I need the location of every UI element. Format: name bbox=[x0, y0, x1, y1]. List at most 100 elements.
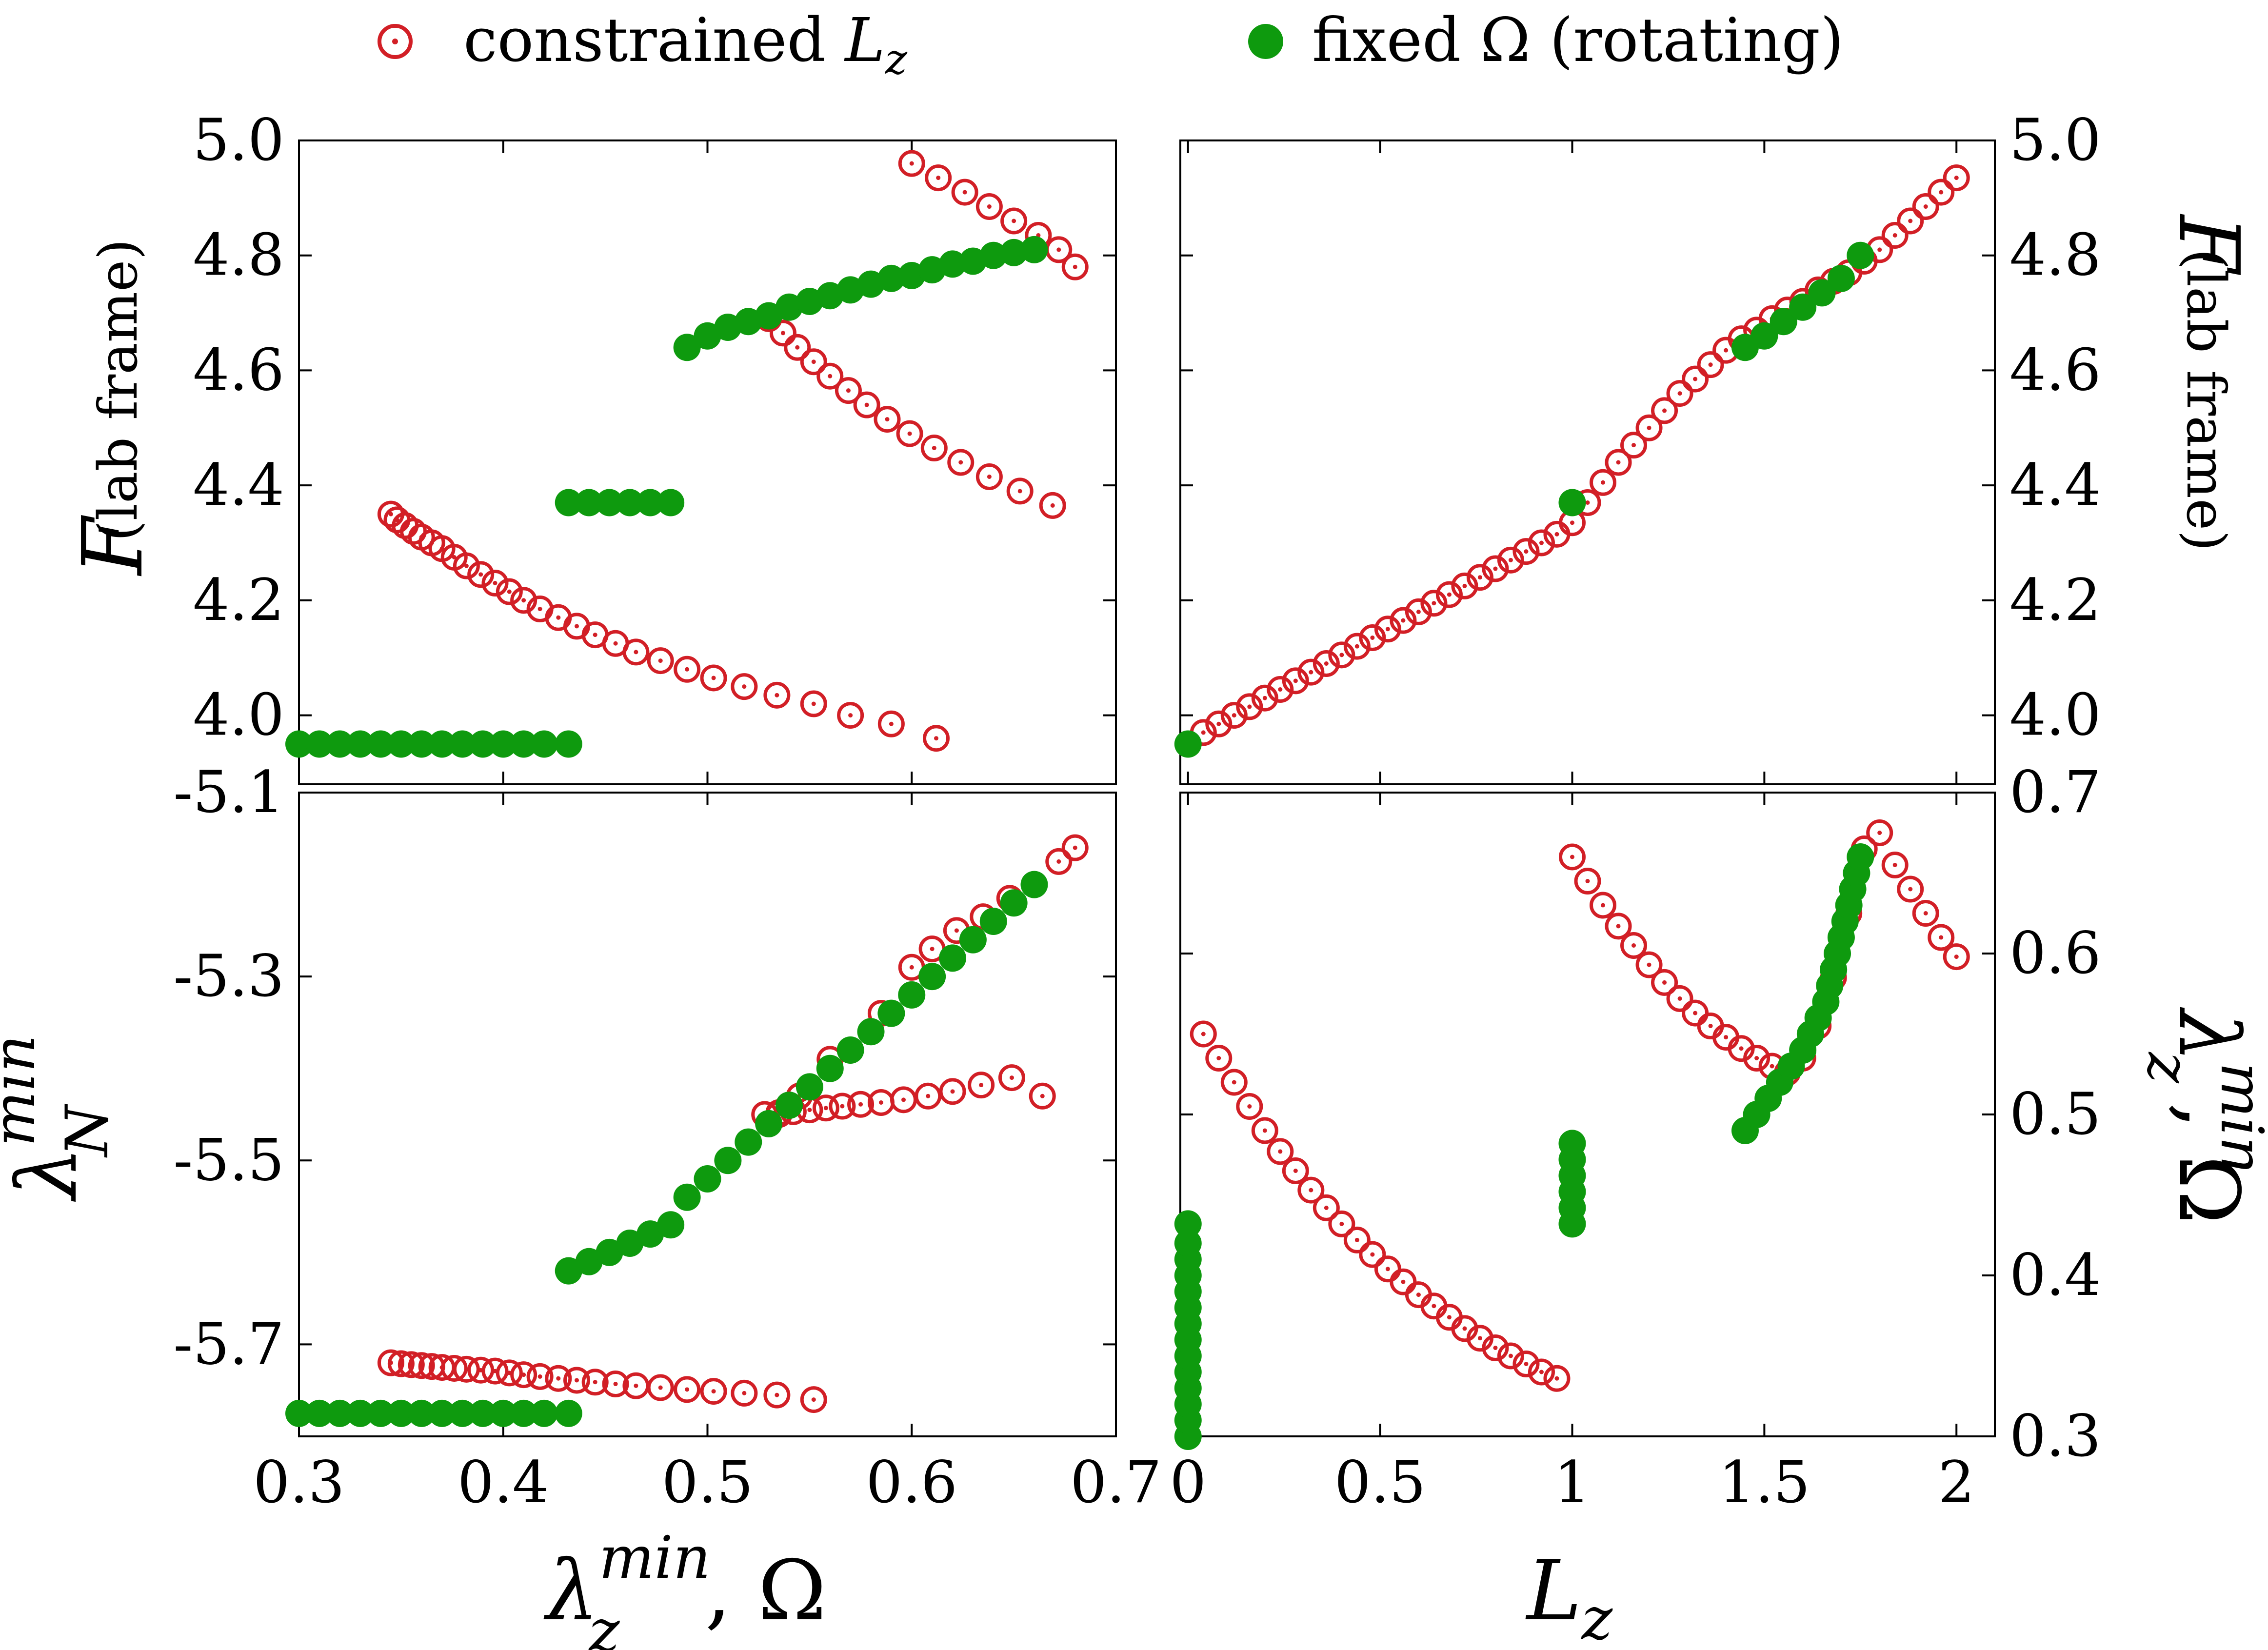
fixed-point bbox=[489, 730, 517, 758]
fixed-point bbox=[346, 1399, 374, 1427]
constrained-point-dot bbox=[878, 1100, 883, 1105]
x-tick-label: 0 bbox=[1170, 1449, 1206, 1516]
constrained-point-dot bbox=[1524, 1362, 1529, 1366]
y-tick-label: 4.8 bbox=[2009, 221, 2101, 289]
fixed-point bbox=[1174, 1210, 1202, 1238]
constrained-point-dot bbox=[452, 555, 457, 559]
constrained-point bbox=[1928, 924, 1955, 951]
constrained-point bbox=[1482, 555, 1509, 582]
constrained-point bbox=[800, 348, 827, 376]
constrained-point-dot bbox=[1877, 831, 1882, 835]
constrained-point-dot bbox=[950, 1089, 955, 1094]
y-tick-label: 0.3 bbox=[2009, 1402, 2101, 1470]
constrained-point bbox=[1313, 650, 1340, 677]
constrained-point bbox=[1420, 590, 1448, 617]
constrained-point bbox=[951, 179, 978, 206]
constrained-point-dot bbox=[811, 701, 816, 706]
fixed-point bbox=[836, 1036, 864, 1064]
constrained-point-dot bbox=[1009, 1075, 1014, 1080]
fixed-point bbox=[1847, 241, 1874, 269]
constrained-point-dot bbox=[987, 204, 992, 209]
constrained-point bbox=[1543, 1365, 1571, 1392]
x-label-left-sub: z bbox=[588, 1597, 620, 1650]
y-tick-label: 4.0 bbox=[2009, 681, 2101, 749]
constrained-point-dot bbox=[1385, 1267, 1390, 1272]
constrained-point bbox=[1313, 1194, 1340, 1221]
fixed-point bbox=[1174, 730, 1202, 758]
fixed-point bbox=[776, 1092, 803, 1119]
constrained-point bbox=[467, 561, 495, 588]
constrained-point-dot bbox=[1012, 219, 1016, 223]
constrained-point-dot bbox=[1524, 549, 1529, 554]
constrained-point-dot bbox=[1539, 540, 1544, 545]
constrained-point-dot bbox=[811, 359, 816, 364]
x-label-right-sub: z bbox=[1581, 1585, 1613, 1650]
fixed-point bbox=[1789, 293, 1817, 321]
constrained-point bbox=[920, 435, 948, 462]
constrained-point-dot bbox=[885, 417, 890, 422]
constrained-point-dot bbox=[1401, 1279, 1406, 1284]
constrained-point bbox=[622, 638, 650, 666]
constrained-point-dot bbox=[1056, 859, 1061, 864]
x-label-left-sup: min bbox=[599, 1524, 711, 1592]
fixed-point bbox=[1770, 308, 1797, 336]
constrained-point bbox=[1943, 943, 1970, 971]
fixed-point bbox=[898, 981, 926, 1009]
fixed-point bbox=[979, 908, 1007, 935]
fixed-point bbox=[408, 730, 436, 758]
fixed-point bbox=[1020, 871, 1048, 898]
legend-constrained-symbol: L bbox=[844, 5, 885, 76]
constrained-point bbox=[700, 1378, 727, 1405]
constrained-point bbox=[1435, 581, 1463, 608]
constrained-point bbox=[1881, 852, 1909, 878]
constrained-point-dot bbox=[685, 1387, 690, 1392]
constrained-point bbox=[1512, 1351, 1540, 1377]
constrained-point-dot bbox=[1050, 503, 1055, 508]
constrained-point bbox=[731, 1379, 758, 1407]
constrained-point bbox=[731, 673, 758, 700]
constrained-point-dot bbox=[962, 190, 967, 195]
panel-bottom-right-frame bbox=[1179, 792, 1996, 1437]
constrained-point-dot bbox=[1647, 425, 1651, 430]
y-label-bottom-left: λminN bbox=[0, 1034, 121, 1202]
constrained-point bbox=[1251, 684, 1278, 712]
constrained-point bbox=[816, 362, 844, 390]
constrained-point bbox=[526, 1363, 554, 1390]
constrained-point-dot bbox=[1585, 500, 1590, 505]
svg-text:λminN: λminN bbox=[0, 1034, 121, 1202]
constrained-point bbox=[1912, 193, 1939, 220]
constrained-point bbox=[1651, 969, 1678, 996]
constrained-point-dot bbox=[575, 624, 579, 629]
fixed-point bbox=[816, 1054, 844, 1082]
constrained-point bbox=[1061, 253, 1089, 280]
constrained-point-dot bbox=[807, 1108, 812, 1113]
constrained-point bbox=[467, 1356, 495, 1384]
legend-constrained-marker bbox=[378, 24, 413, 59]
fixed-point bbox=[428, 730, 456, 758]
constrained-point bbox=[1620, 932, 1648, 959]
constrained-point bbox=[1697, 351, 1724, 378]
x-label-left-lambda: λ bbox=[543, 1543, 599, 1639]
fixed-point bbox=[1558, 489, 1586, 517]
constrained-point-dot bbox=[828, 374, 833, 378]
constrained-point bbox=[1061, 834, 1089, 861]
constrained-point-dot bbox=[1354, 1237, 1359, 1242]
constrained-point-dot bbox=[634, 650, 638, 655]
constrained-point-dot bbox=[1554, 532, 1559, 537]
constrained-point bbox=[800, 1386, 827, 1413]
x-tick-label: 0.5 bbox=[1334, 1449, 1426, 1516]
constrained-point bbox=[1482, 1334, 1509, 1361]
constrained-point bbox=[1190, 1020, 1217, 1048]
constrained-point-dot bbox=[1309, 670, 1313, 675]
fixed-point bbox=[979, 241, 1007, 269]
constrained-point-dot bbox=[811, 1397, 816, 1402]
constrained-point-dot bbox=[1770, 1064, 1774, 1069]
constrained-point bbox=[896, 420, 923, 447]
fixed-point bbox=[449, 1399, 476, 1427]
y-label-bottom-right-sub: z bbox=[2134, 1051, 2202, 1083]
constrained-point-dot bbox=[1017, 489, 1022, 494]
panel-top-right-marks bbox=[1174, 164, 1970, 758]
fixed-point bbox=[1827, 264, 1855, 292]
constrained-point-dot bbox=[1278, 1149, 1283, 1154]
constrained-point-dot bbox=[1631, 443, 1636, 448]
